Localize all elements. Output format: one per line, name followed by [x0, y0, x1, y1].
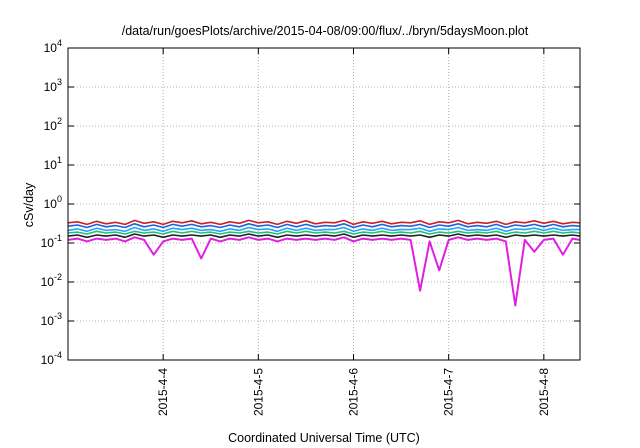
y-tick-label: 101	[44, 155, 62, 172]
chart-title: /data/run/goesPlots/archive/2015-04-08/0…	[122, 24, 529, 38]
y-tick-label: 10-1	[41, 233, 62, 250]
y-tick-label: 100	[44, 194, 62, 211]
series-line-3	[67, 226, 580, 233]
series-line-6	[67, 236, 581, 307]
y-tick-label: 104	[44, 38, 62, 55]
y-tick-label: 10-4	[41, 350, 62, 367]
series-line-2	[67, 223, 581, 229]
x-tick-label: 2015-4-5	[251, 368, 265, 416]
x-tick-label: 2015-4-6	[347, 368, 361, 416]
x-tick-label: 2015-4-4	[156, 368, 170, 416]
series-line-1	[67, 219, 581, 226]
y-tick-label: 10-2	[41, 272, 62, 289]
y-tick-label: 102	[44, 116, 62, 133]
grid	[68, 48, 580, 360]
x-tick-label: 2015-4-8	[537, 368, 551, 416]
y-axis: 10-4 10-3 10-2 10-1 100 101 102 103 104	[41, 38, 580, 367]
y-tick-label: 10-3	[41, 311, 62, 328]
x-axis-label: Coordinated Universal Time (UTC)	[228, 431, 420, 445]
series-line-5	[67, 233, 581, 239]
y-tick-label: 103	[44, 77, 62, 94]
x-axis: 2015-4-4 2015-4-5 2015-4-6 2015-4-7 2015-4-8	[156, 48, 551, 416]
y-axis-label: cSv/day	[22, 182, 36, 227]
series-line-4	[67, 230, 581, 235]
series-group	[67, 219, 581, 307]
x-tick-label: 2015-4-7	[442, 368, 456, 416]
